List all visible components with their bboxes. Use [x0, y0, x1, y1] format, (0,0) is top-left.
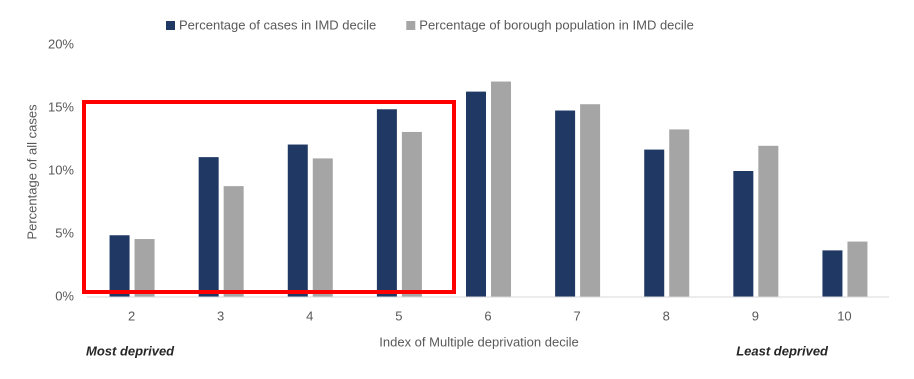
x-axis-label: Index of Multiple deprivation decile [379, 334, 578, 349]
bar [198, 157, 219, 297]
bar [401, 131, 422, 297]
legend-label: Percentage of cases in IMD decile [179, 17, 376, 32]
bar [644, 149, 665, 297]
bar [580, 104, 601, 297]
x-tick-label: 2 [128, 308, 135, 323]
x-tick-label: 9 [752, 308, 759, 323]
bar [669, 129, 690, 297]
legend-swatch [166, 21, 175, 30]
bar [134, 239, 155, 297]
x-tick-label: 3 [217, 308, 224, 323]
bar [109, 235, 130, 297]
x-tick-label: 6 [484, 308, 491, 323]
x-tick-label: 8 [663, 308, 670, 323]
y-tick-label: 10% [48, 162, 74, 177]
highlight-box [82, 100, 456, 294]
x-tick-label: 4 [306, 308, 313, 323]
bar [312, 158, 333, 297]
y-tick-label: 15% [48, 99, 74, 114]
x-tick-label: 7 [573, 308, 580, 323]
bar [758, 145, 779, 297]
y-tick-label: 5% [55, 225, 74, 240]
y-tick-label: 20% [48, 36, 74, 51]
x-tick-label: 10 [837, 308, 851, 323]
y-tick-label: 0% [55, 288, 74, 303]
bar [287, 144, 308, 297]
bar [555, 110, 576, 298]
x-tick-label: 5 [395, 308, 402, 323]
annotation: Least deprived [736, 343, 829, 358]
legend-label: Percentage of borough population in IMD … [419, 17, 694, 32]
annotation: Most deprived [86, 343, 175, 358]
y-axis-label: Percentage of all cases [24, 104, 39, 240]
bar [847, 241, 868, 297]
legend-swatch [406, 21, 416, 30]
bar [466, 91, 486, 298]
bar [822, 250, 843, 297]
bar [376, 109, 397, 297]
bar [223, 186, 244, 297]
bar [733, 171, 754, 297]
bar [491, 81, 511, 297]
